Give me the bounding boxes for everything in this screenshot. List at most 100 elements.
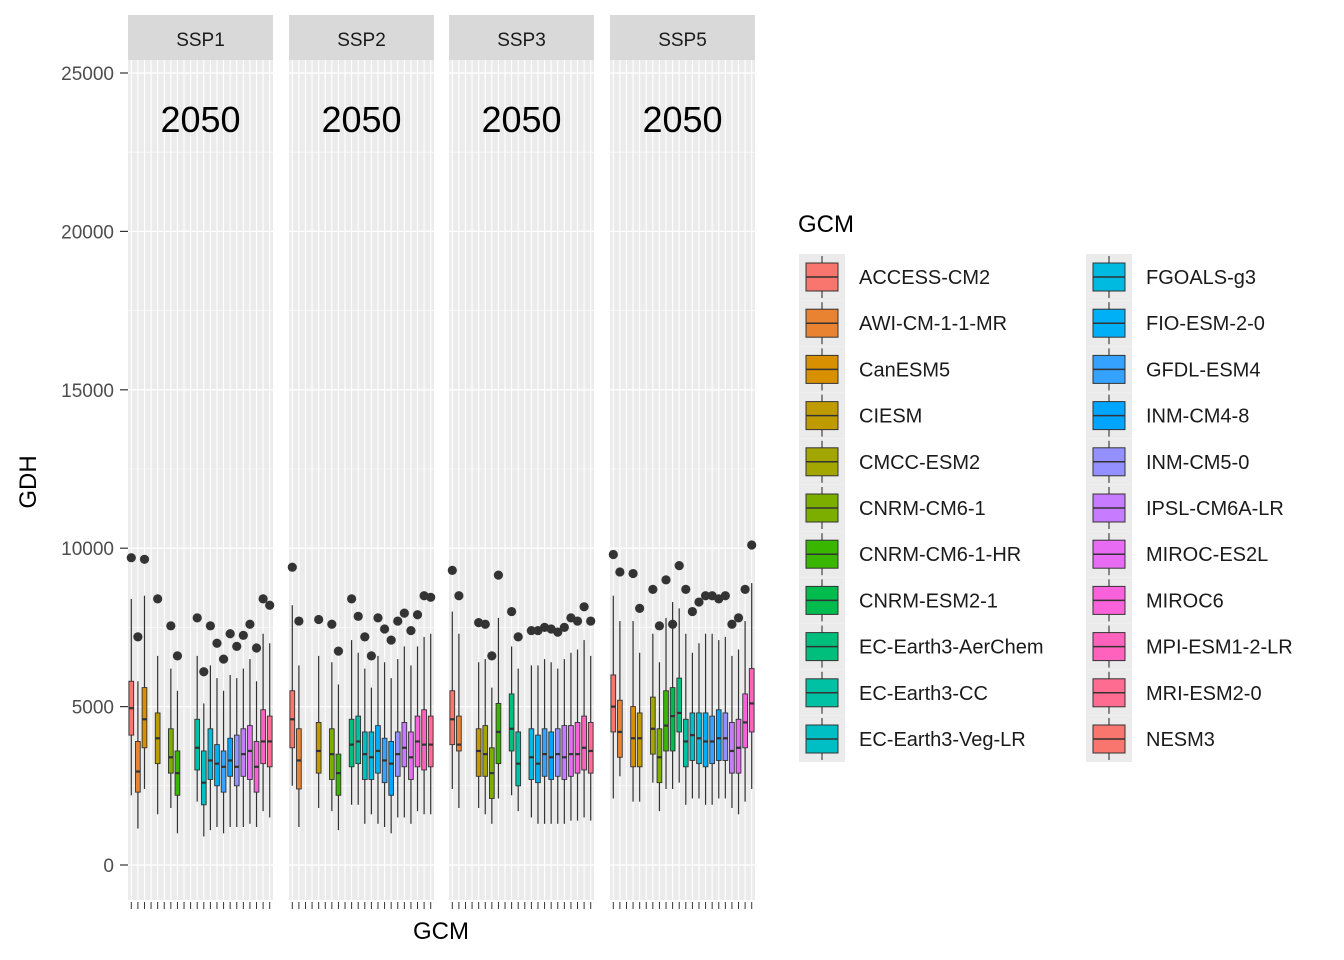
legend-label: EC-Earth3-Veg-LR <box>859 729 1026 751</box>
outlier-point <box>747 540 757 550</box>
box-mpi-esm1-2-lr <box>747 540 757 789</box>
box-ec-earth3-veg-lr <box>687 606 697 799</box>
outlier-point <box>232 641 242 652</box>
legend-label: CIESM <box>859 406 922 428</box>
box-iqr <box>617 699 623 758</box>
outlier-point <box>608 549 618 560</box>
box-iqr <box>296 728 302 790</box>
box-iqr <box>456 715 462 752</box>
legend-label: MIROC-ES2L <box>1146 544 1268 566</box>
box-miroc6 <box>572 616 583 821</box>
legend-item-miroc6: MIROC6 <box>1086 577 1224 624</box>
outlier-point <box>447 565 457 575</box>
legend-item-ipsl-cm6a-lr: IPSL-CM6A-LR <box>1086 485 1284 531</box>
outlier-point <box>586 616 596 626</box>
outlier-point <box>399 608 409 618</box>
box-iqr <box>368 731 375 780</box>
outlier-point <box>287 562 297 572</box>
legend-item-fgoals-g3: FGOALS-g3 <box>1086 254 1256 300</box>
outlier-point <box>212 638 222 648</box>
y-axis-title: GDH <box>15 455 42 508</box>
box-fgoals-g3 <box>366 651 376 815</box>
box-cmcc-esm2 <box>648 584 658 783</box>
outlier-point <box>733 613 744 623</box>
legend-label: CNRM-CM6-1 <box>859 498 986 520</box>
box-awi-cm-1-1-mr <box>294 616 304 827</box>
legend-title: GCM <box>798 211 854 238</box>
legend-label: NESM3 <box>1146 729 1215 751</box>
outlier-point <box>668 619 678 629</box>
outlier-point <box>126 553 136 563</box>
box-iqr <box>548 731 554 780</box>
box-cnrm-cm6-1-hr <box>333 646 344 831</box>
box-ipsl-cm6a-lr <box>238 630 248 827</box>
box-miroc-es2l <box>245 619 255 824</box>
facet-strip <box>449 15 594 60</box>
box-miroc-es2l <box>566 613 576 821</box>
y-tick-label: 20000 <box>61 222 114 243</box>
outlier-point <box>238 630 248 640</box>
outlier-point <box>379 624 390 634</box>
box-iqr <box>348 718 355 768</box>
box-iqr <box>168 728 174 774</box>
legend-item-mpi-esm1-2-lr: MPI-ESM1-2-LR <box>1086 623 1293 670</box>
box-ipsl-cm6a-lr <box>727 619 737 808</box>
box-iqr <box>508 693 515 752</box>
outlier-point <box>327 619 337 629</box>
outlier-point <box>654 621 665 631</box>
box-iqr <box>388 740 394 796</box>
box-gfdl-esm4 <box>539 622 550 824</box>
box-iqr <box>574 721 581 774</box>
outlier-point <box>139 554 150 564</box>
box-iqr <box>315 721 322 774</box>
box-awi-cm-1-1-mr <box>454 591 464 808</box>
box-miroc-es2l <box>733 613 744 815</box>
box-iqr <box>355 715 362 765</box>
legend-item-fio-esm-2-0: FIO-ESM-2-0 <box>1086 300 1265 347</box>
box-iqr <box>260 709 266 765</box>
legend-label: MPI-ESM1-2-LR <box>1146 637 1293 659</box>
outlier-point <box>373 613 383 623</box>
box-cnrm-cm6-1 <box>327 619 337 812</box>
box-cnrm-cm6-1 <box>654 621 665 812</box>
outlier-point <box>454 591 464 601</box>
y-tick-label: 15000 <box>61 381 114 402</box>
box-iqr <box>561 725 568 780</box>
outlier-point <box>251 643 262 653</box>
box-ec-earth3-aerchem <box>507 606 517 796</box>
outlier-point <box>480 619 490 629</box>
box-iqr <box>702 712 709 768</box>
panel-annotation: 2050 <box>160 99 240 140</box>
outlier-point <box>333 646 344 656</box>
y-tick-label: 0 <box>103 856 114 877</box>
legend-item-cnrm-cm6-1: CNRM-CM6-1 <box>799 485 986 531</box>
outlier-point <box>687 606 697 617</box>
box-canesm5 <box>628 568 638 802</box>
outlier-point <box>133 632 143 642</box>
legend-label: FGOALS-g3 <box>1146 267 1256 289</box>
box-fio-esm-2-0 <box>373 613 383 824</box>
box-iqr <box>141 687 148 749</box>
box-inm-cm5-0 <box>232 641 242 827</box>
facet-strip-label: SSP3 <box>497 30 546 51</box>
y-tick-label: 25000 <box>61 64 114 85</box>
outlier-point <box>526 625 536 636</box>
legend-item-mri-esm2-0: MRI-ESM2-0 <box>1086 669 1262 716</box>
box-inm-cm4-8 <box>386 635 396 834</box>
outlier-point <box>166 621 176 631</box>
legend-label: FIO-ESM-2-0 <box>1146 313 1265 335</box>
box-iqr <box>482 725 489 777</box>
legend-label: INM-CM5-0 <box>1146 452 1249 474</box>
box-mri-esm2-0 <box>265 600 275 818</box>
box-gfdl-esm4 <box>218 654 229 834</box>
box-ipsl-cm6a-lr <box>559 622 569 824</box>
box-iqr <box>722 712 729 761</box>
outlier-point <box>172 651 183 661</box>
legend-label: EC-Earth3-AerChem <box>859 637 1044 659</box>
outlier-point <box>740 584 750 594</box>
box-inm-cm4-8 <box>225 629 235 827</box>
box-access-cm2 <box>287 562 297 786</box>
box-iqr <box>610 674 617 733</box>
box-cnrm-cm6-1 <box>166 621 176 808</box>
box-fgoals-g3 <box>205 621 215 831</box>
